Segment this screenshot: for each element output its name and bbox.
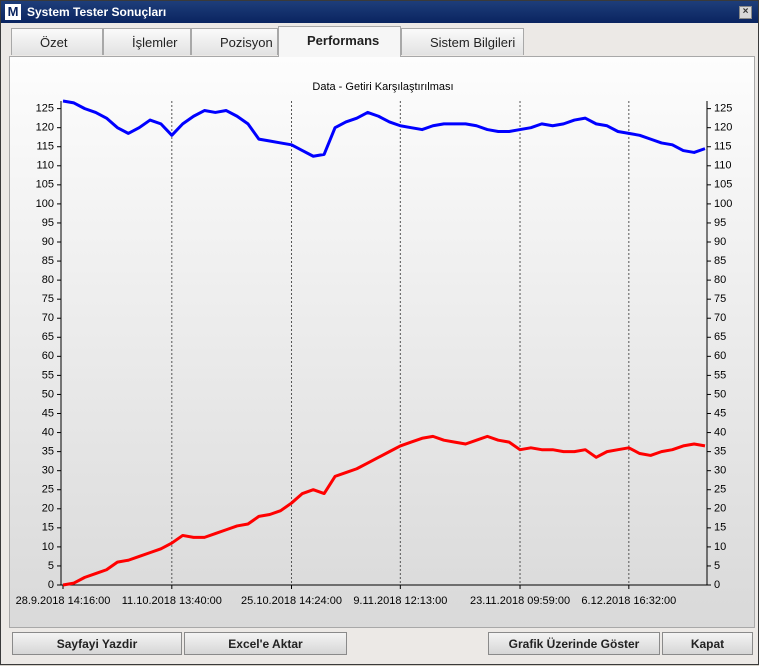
y2-tick-label: 95 bbox=[714, 217, 726, 229]
y2-tick-label: 0 bbox=[714, 579, 720, 591]
y2-tick-label: 65 bbox=[714, 331, 726, 343]
x-tick-label: 11.10.2018 13:40:00 bbox=[122, 595, 222, 607]
y2-tick-label: 80 bbox=[714, 274, 726, 286]
button[interactable]: Grafik Üzerinde Göster bbox=[488, 632, 660, 655]
y2-tick-label: 10 bbox=[714, 541, 726, 553]
tab[interactable]: İşlemler bbox=[103, 28, 191, 55]
y2-tick-label: 45 bbox=[714, 407, 726, 419]
y-tick-label: 10 bbox=[42, 541, 54, 553]
y-tick-label: 55 bbox=[42, 369, 54, 381]
x-tick-label: 6.12.2018 16:32:00 bbox=[581, 595, 676, 607]
y2-tick-label: 20 bbox=[714, 503, 726, 515]
y-tick-label: 105 bbox=[36, 179, 54, 191]
y-tick-label: 110 bbox=[36, 160, 54, 172]
data-line bbox=[62, 434, 706, 587]
chart-panel bbox=[9, 56, 755, 628]
close-button[interactable]: × bbox=[739, 6, 752, 19]
y-tick-label: 65 bbox=[42, 331, 54, 343]
y-tick-label: 5 bbox=[48, 560, 54, 572]
y-tick-label: 40 bbox=[42, 426, 54, 438]
y2-tick-label: 70 bbox=[714, 312, 726, 324]
y2-tick-label: 100 bbox=[714, 198, 732, 210]
y-tick-label: 50 bbox=[42, 388, 54, 400]
app-icon: M bbox=[5, 4, 21, 20]
y2-tick-label: 25 bbox=[714, 484, 726, 496]
chart-title: Data - Getiri Karşılaştırılması bbox=[312, 81, 453, 93]
y2-tick-label: 30 bbox=[714, 465, 726, 477]
y-tick-label: 0 bbox=[48, 579, 54, 591]
window-title: System Tester Sonuçları bbox=[27, 5, 167, 19]
tab[interactable]: Sistem Bilgileri bbox=[401, 28, 524, 55]
tab[interactable]: Performans bbox=[278, 26, 401, 57]
y-tick-label: 90 bbox=[42, 236, 54, 248]
y-tick-label: 75 bbox=[42, 293, 54, 305]
y2-tick-label: 55 bbox=[714, 369, 726, 381]
button[interactable]: Kapat bbox=[662, 632, 753, 655]
y2-tick-label: 40 bbox=[714, 426, 726, 438]
y-tick-label: 70 bbox=[42, 312, 54, 324]
y-tick-label: 20 bbox=[42, 503, 54, 515]
tab[interactable]: Pozisyon bbox=[191, 28, 278, 55]
x-tick-label: 28.9.2018 14:16:00 bbox=[16, 595, 111, 607]
y2-tick-label: 120 bbox=[714, 122, 732, 134]
y-tick-label: 95 bbox=[42, 217, 54, 229]
y2-tick-label: 50 bbox=[714, 388, 726, 400]
y-tick-label: 85 bbox=[42, 255, 54, 267]
y2-tick-label: 60 bbox=[714, 350, 726, 362]
y2-tick-label: 75 bbox=[714, 293, 726, 305]
y2-tick-label: 35 bbox=[714, 446, 726, 458]
y-tick-label: 60 bbox=[42, 350, 54, 362]
y-tick-label: 25 bbox=[42, 484, 54, 496]
y-tick-label: 15 bbox=[42, 522, 54, 534]
y2-tick-label: 105 bbox=[714, 179, 732, 191]
y2-tick-label: 125 bbox=[714, 103, 732, 115]
y-tick-label: 115 bbox=[36, 141, 54, 153]
x-tick-label: 9.11.2018 12:13:00 bbox=[353, 595, 447, 607]
y2-tick-label: 90 bbox=[714, 236, 726, 248]
y-tick-label: 80 bbox=[42, 274, 54, 286]
y2-tick-label: 85 bbox=[714, 255, 726, 267]
y-tick-label: 125 bbox=[36, 103, 54, 115]
y2-tick-label: 15 bbox=[714, 522, 726, 534]
y-tick-label: 30 bbox=[42, 465, 54, 477]
button[interactable]: Excel'e Aktar bbox=[184, 632, 347, 655]
y2-tick-label: 110 bbox=[714, 160, 732, 172]
y2-tick-label: 115 bbox=[714, 141, 732, 153]
y-tick-label: 45 bbox=[42, 407, 54, 419]
data-line bbox=[62, 99, 706, 158]
y-tick-label: 100 bbox=[36, 198, 54, 210]
y-tick-label: 35 bbox=[42, 446, 54, 458]
title-bar: M System Tester Sonuçları × bbox=[1, 1, 758, 23]
tab[interactable]: Özet bbox=[11, 28, 103, 55]
x-tick-label: 23.11.2018 09:59:00 bbox=[470, 595, 570, 607]
button[interactable]: Sayfayi Yazdir bbox=[12, 632, 182, 655]
y-tick-label: 120 bbox=[36, 122, 54, 134]
y2-tick-label: 5 bbox=[714, 560, 720, 572]
x-tick-label: 25.10.2018 14:24:00 bbox=[241, 595, 342, 607]
